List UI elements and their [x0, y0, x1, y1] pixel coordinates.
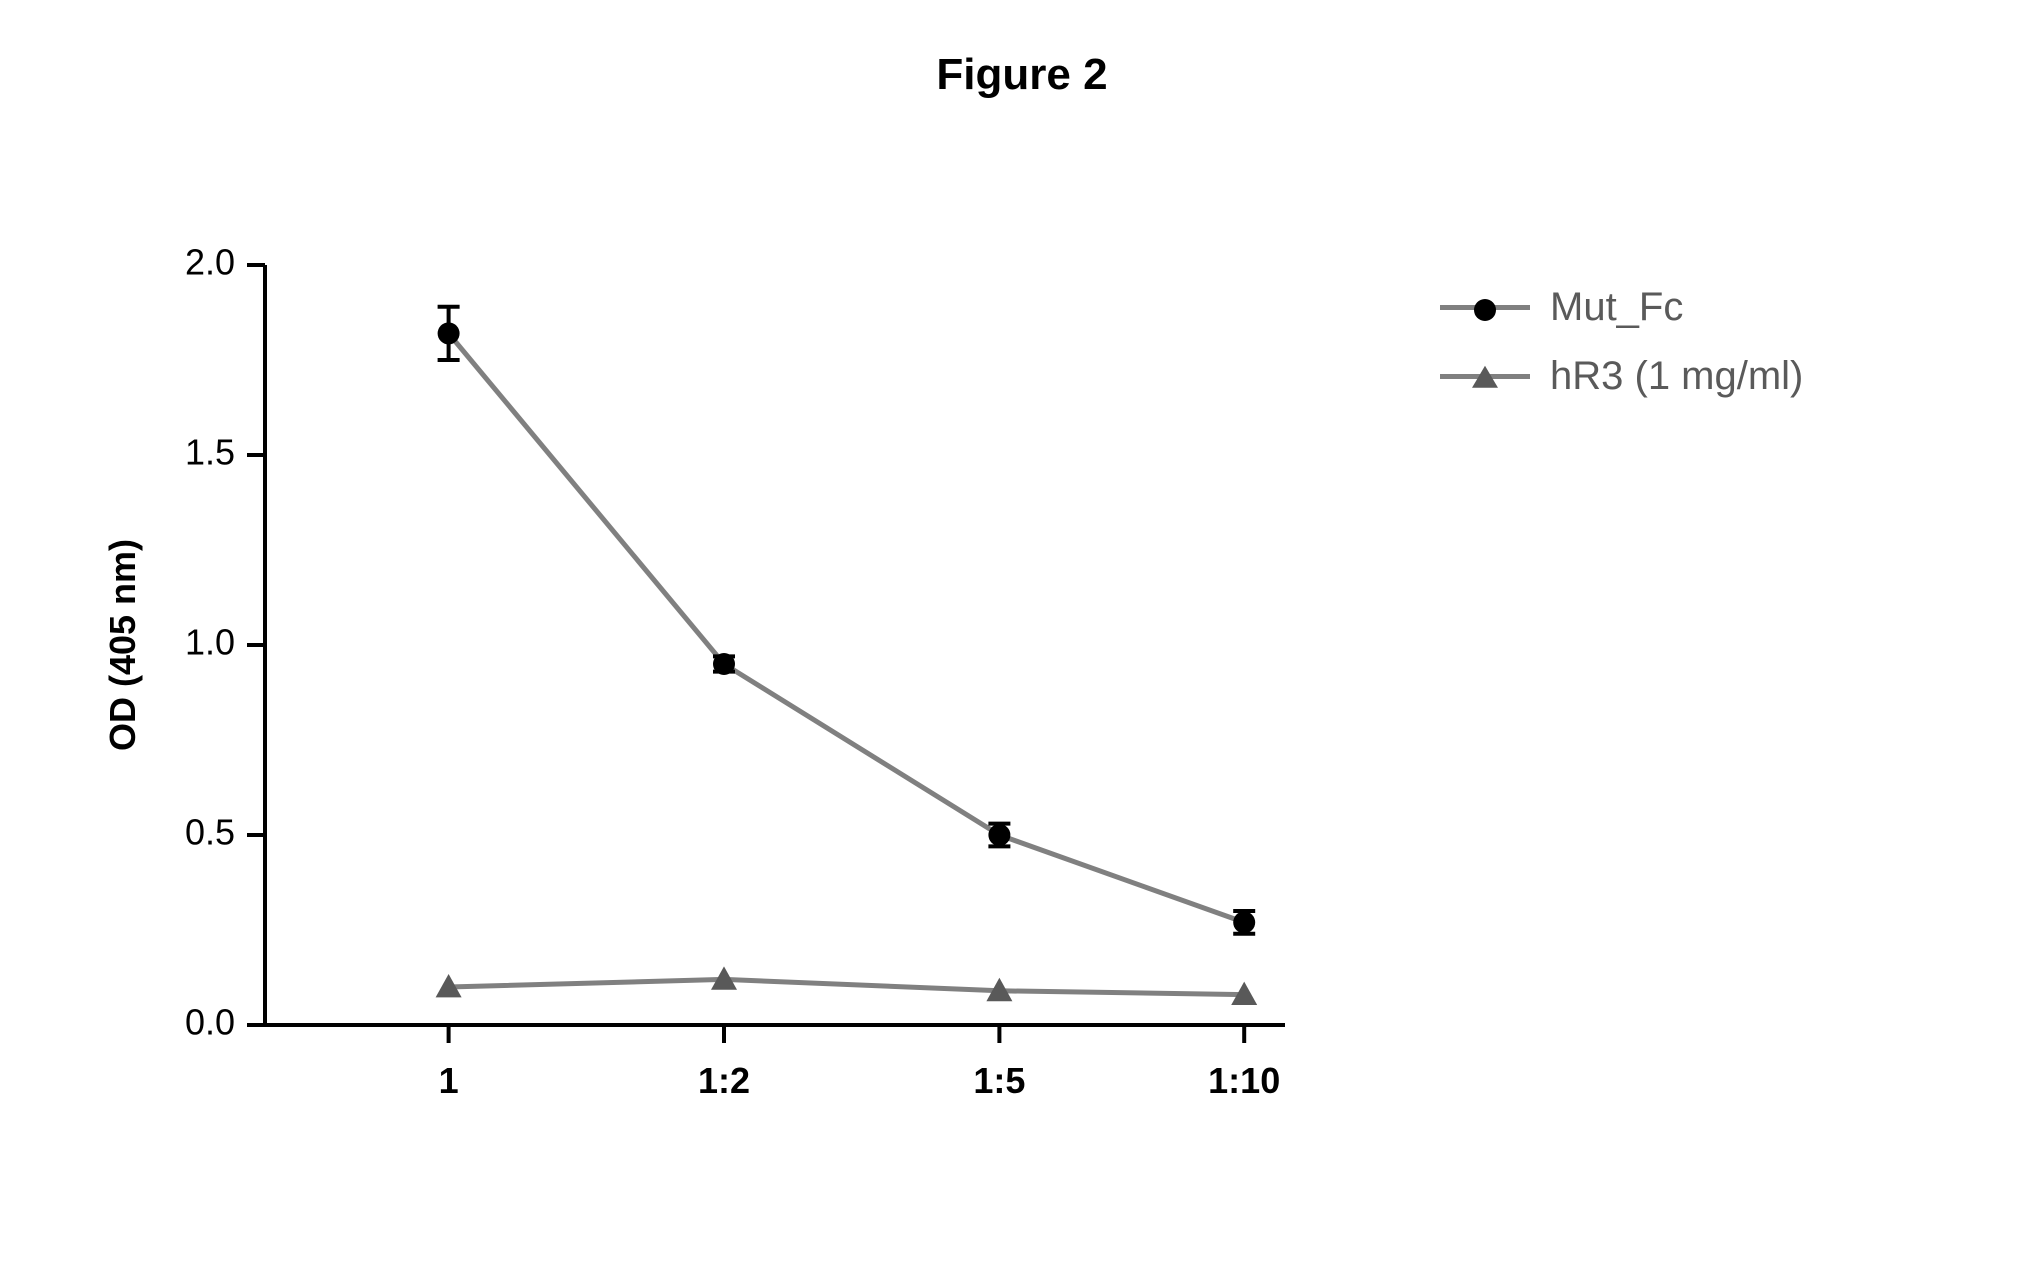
triangle-marker-icon: [1472, 366, 1498, 388]
series-line-1: [449, 979, 1245, 994]
svg-text:1:10: 1:10: [1208, 1060, 1280, 1101]
legend-item: hR3 (1 mg/ml): [1440, 354, 1803, 399]
page: Figure 2 0.0 0.5 1.0 1.5 2.0 OD (405 nm) 1 1:2 1…: [0, 0, 2044, 1272]
legend-item: Mut_Fc: [1440, 285, 1803, 330]
svg-text:0.5: 0.5: [185, 812, 235, 853]
legend-line-icon: [1440, 305, 1530, 310]
figure-title: Figure 2: [0, 50, 2044, 100]
svg-text:0.0: 0.0: [185, 1002, 235, 1043]
chart-svg: 0.0 0.5 1.0 1.5 2.0 OD (405 nm) 1 1:2 1:5 1:10: [85, 225, 1345, 1165]
circle-marker-icon: [1474, 299, 1496, 321]
data-point: [988, 824, 1010, 846]
series-line-0: [449, 333, 1245, 922]
svg-text:1.5: 1.5: [185, 432, 235, 473]
svg-text:2.0: 2.0: [185, 242, 235, 283]
legend-label: Mut_Fc: [1550, 285, 1683, 330]
svg-text:1:5: 1:5: [973, 1060, 1025, 1101]
y-axis-label: OD (405 nm): [102, 539, 143, 751]
legend-label: hR3 (1 mg/ml): [1550, 354, 1803, 399]
data-point: [713, 653, 735, 675]
data-point: [438, 322, 460, 344]
legend-line-icon: [1440, 374, 1530, 379]
legend: Mut_Fc hR3 (1 mg/ml): [1440, 285, 1803, 423]
svg-text:1: 1: [439, 1060, 459, 1101]
data-point: [1233, 911, 1255, 933]
svg-text:1.0: 1.0: [185, 622, 235, 663]
svg-text:1:2: 1:2: [698, 1060, 750, 1101]
